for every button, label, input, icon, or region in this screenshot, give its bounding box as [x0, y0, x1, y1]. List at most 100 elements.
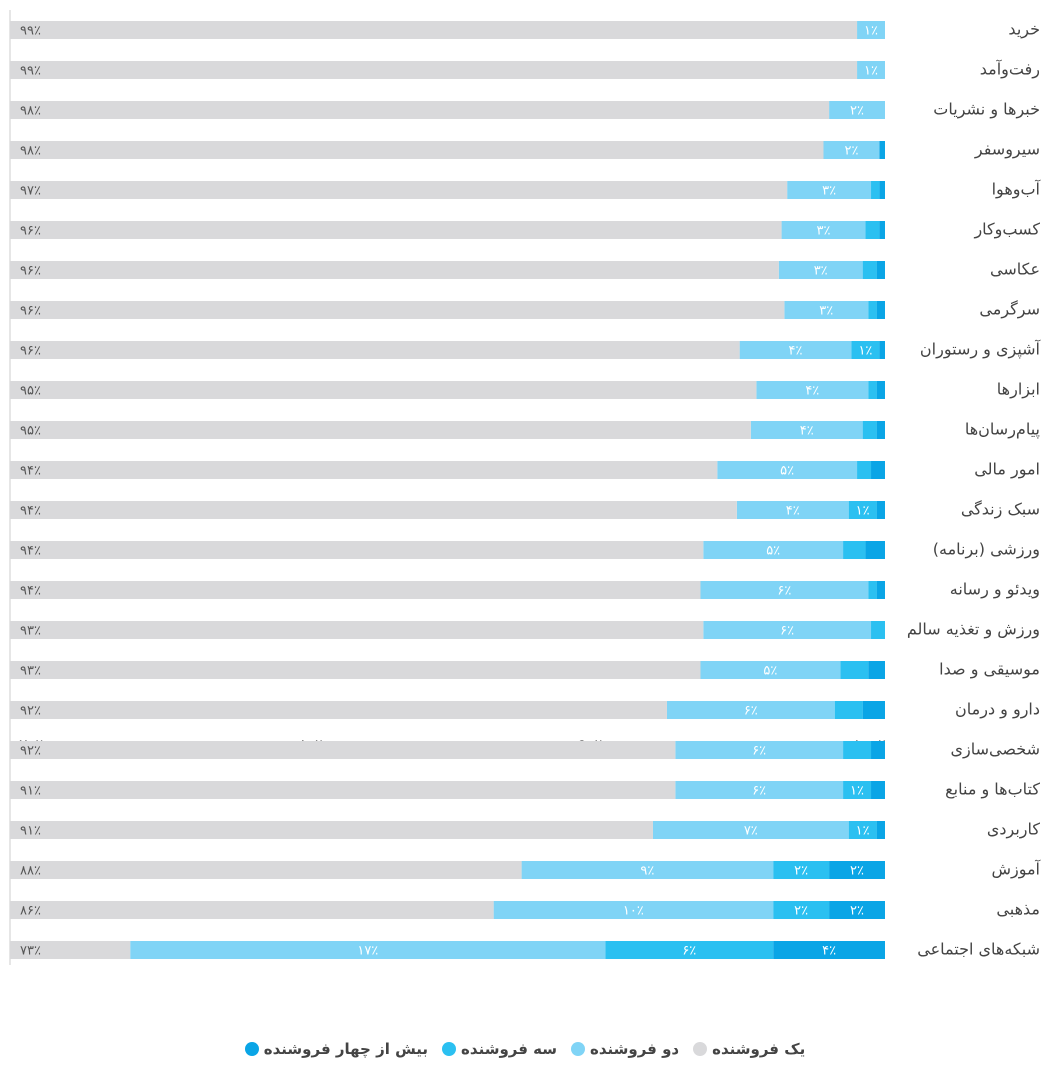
bar-segment: [868, 661, 885, 679]
category-label: ویدئو و رسانه: [950, 580, 1040, 600]
bar-segment: [868, 381, 877, 399]
category-label: کسب‌وکار: [973, 220, 1040, 240]
value-label: ۱۰٪: [623, 904, 644, 919]
bar-segment: [871, 461, 885, 479]
bar-segment: [862, 421, 877, 439]
bar-segment: [10, 581, 701, 599]
category-label: آموزش: [991, 860, 1041, 880]
value-label: ۹۶٪: [20, 344, 41, 359]
value-label: ۲٪: [850, 104, 864, 119]
value-label: ۹۱٪: [20, 784, 41, 799]
category-label: ورزشی (برنامه): [933, 540, 1040, 560]
bar-segment: [10, 341, 740, 359]
bar-segment: [876, 581, 885, 599]
category-label: شبکه‌های اجتماعی: [917, 940, 1040, 959]
bar-segment: [843, 541, 866, 559]
value-label: ۹۹٪: [20, 24, 41, 39]
value-label: ۶٪: [744, 704, 758, 719]
value-label: ۹۶٪: [20, 304, 41, 319]
value-label: ۹۸٪: [20, 144, 41, 159]
bar-segment: [876, 301, 885, 319]
legend-swatch: [693, 1042, 708, 1056]
value-label: ۹۹٪: [20, 64, 41, 79]
bar-segment: [868, 581, 877, 599]
category-label: آب‌وهوا: [992, 180, 1042, 200]
value-label: ۲٪: [850, 864, 864, 879]
value-label: ۱۷٪: [357, 944, 378, 959]
legend-item: سه فروشنده: [442, 1040, 557, 1058]
value-label: ۴٪: [822, 944, 836, 959]
bar-segment: [736, 501, 849, 519]
bar-segment: [871, 181, 880, 199]
value-label: ۲٪: [844, 144, 858, 159]
bar-segment: [876, 261, 885, 279]
bar-segment: [781, 221, 866, 239]
bar-segment: [717, 461, 858, 479]
value-label: ۷۳٪: [20, 944, 41, 959]
value-label: ۹۵٪: [20, 384, 41, 399]
value-label: ۹۱٪: [20, 824, 41, 839]
bar-segment: [739, 341, 852, 359]
bar-segment: [879, 141, 885, 159]
bar-segment: [857, 61, 885, 79]
bar-segment: [865, 221, 880, 239]
bar-segment: [868, 301, 877, 319]
bar-segment: [879, 221, 885, 239]
category-label: شخصی‌سازی: [951, 740, 1040, 760]
value-label: ۴٪: [800, 424, 814, 439]
category-label: خرید: [1008, 20, 1040, 40]
bar-segment: [876, 381, 885, 399]
legend-item: بیش از چهار فروشنده: [244, 1040, 428, 1058]
bar-segment: [10, 181, 788, 199]
bar-segment: [10, 101, 830, 119]
bar-segment: [871, 741, 885, 759]
value-label: ۹۴٪: [20, 504, 41, 519]
value-label: ۶٪: [752, 744, 766, 759]
value-label: ۹۵٪: [20, 424, 41, 439]
bar-segment: [10, 701, 667, 719]
value-label: ۹۴٪: [20, 544, 41, 559]
value-label: ۹۶٪: [20, 224, 41, 239]
value-label: ۱٪: [864, 24, 878, 39]
bar-segment: [10, 61, 858, 79]
bar-segment: [10, 221, 782, 239]
bar-segment: [865, 541, 885, 559]
bar-segment: [130, 941, 606, 959]
bar-segment: [10, 261, 779, 279]
bar-segment: [784, 301, 869, 319]
value-label: ۹۲٪: [20, 744, 41, 759]
bar-segment: [773, 941, 885, 959]
bar-segment: [857, 21, 885, 39]
value-label: ۹۴٪: [20, 464, 41, 479]
legend: یک فروشنده دو فروشنده سه فروشنده بیش از چها…: [0, 1040, 1050, 1058]
bar-segment: [700, 661, 841, 679]
bar-segment: [666, 701, 835, 719]
category-label: سیروسفر: [974, 140, 1040, 160]
bar-segment: [10, 621, 704, 639]
value-label: ۱٪: [850, 784, 864, 799]
bar-segment: [521, 861, 774, 879]
category-label: دارو و درمان: [955, 700, 1040, 720]
bar-segment: [848, 501, 877, 519]
category-label: رفت‌وآمد: [980, 60, 1040, 80]
bar-segment: [700, 581, 869, 599]
value-label: ۹۳٪: [20, 624, 41, 639]
value-label: ۶٪: [780, 624, 794, 639]
legend-label: سه فروشنده: [461, 1040, 557, 1058]
bar-segment: [10, 541, 704, 559]
value-label: ۳٪: [817, 224, 831, 239]
bar-segment: [879, 341, 885, 359]
bar-segment: [10, 781, 676, 799]
bar-segment: [876, 421, 885, 439]
bar-segment: [862, 261, 877, 279]
bar-segment: [675, 741, 844, 759]
bar-segment: [840, 661, 869, 679]
value-label: ۴٪: [789, 344, 803, 359]
value-label: ۲٪: [794, 864, 808, 879]
value-label: ۶٪: [682, 944, 696, 959]
value-label: ۹۶٪: [20, 264, 41, 279]
bar-segment: [787, 181, 872, 199]
value-label: ۹۸٪: [20, 104, 41, 119]
bar-segment: [605, 941, 774, 959]
category-label: ابزارها: [997, 380, 1040, 400]
